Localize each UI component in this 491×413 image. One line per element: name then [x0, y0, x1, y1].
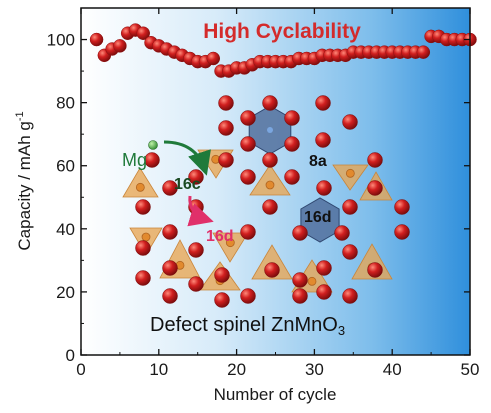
tetrahedral-site — [249, 164, 291, 196]
oxygen-atom — [264, 262, 280, 278]
oxygen-atom — [342, 114, 358, 130]
structure-caption: Defect spinel ZnMnO3 — [150, 314, 345, 338]
oxygen-atom — [214, 267, 230, 283]
oxygen-atom — [342, 199, 358, 215]
x-tick-label: 40 — [383, 360, 402, 379]
oxygen-atom — [218, 152, 234, 168]
y-tick-label: 60 — [56, 157, 75, 176]
x-tick-label: 0 — [76, 360, 85, 379]
oxygen-atom — [316, 260, 332, 276]
y-axis-title-main: Capacity / mAh g — [15, 121, 34, 250]
oxygen-atom — [342, 244, 358, 260]
oxygen-atom — [240, 288, 256, 304]
tetrahedral-site — [122, 167, 159, 198]
x-tick-label: 50 — [461, 360, 480, 379]
oxygen-atom — [367, 180, 383, 196]
data-points — [89, 23, 477, 78]
x-tick-label: 10 — [149, 360, 168, 379]
oxygen-atom — [240, 169, 256, 185]
oxygen-atom — [240, 136, 256, 152]
oxygen-atom — [144, 152, 160, 168]
oxygen-atom — [284, 169, 300, 185]
headline-annotation: High Cyclability — [203, 20, 361, 43]
oxygen-atom — [292, 288, 308, 304]
oxygen-atom — [218, 95, 234, 111]
oxygen-atom — [342, 288, 358, 304]
y-tick-label: 80 — [56, 94, 75, 113]
oxygen-atom — [367, 262, 383, 278]
y-tick-label: 20 — [56, 283, 75, 302]
oxygen-atom — [188, 242, 204, 258]
oxygen-atom — [315, 95, 331, 111]
oxygen-atom — [284, 110, 300, 126]
y-axis-title: Capacity / mAh g-1 — [14, 111, 34, 250]
zn-site-marker — [141, 232, 151, 242]
y-axis-title-superscript: -1 — [14, 111, 26, 121]
oxygen-atom — [316, 284, 332, 300]
oxygen-atom — [162, 288, 178, 304]
oxygen-atom — [162, 224, 178, 240]
oxygen-atom — [135, 270, 151, 286]
oxygen-atom — [292, 272, 308, 288]
structure-caption-main: Defect spinel ZnMnO — [150, 314, 338, 336]
x-axis-title: Number of cycle — [214, 385, 337, 404]
tetrahedral-site — [251, 244, 293, 280]
zn-site-marker — [345, 168, 355, 178]
structure-caption-subscript: 3 — [338, 323, 345, 338]
mg-atom — [148, 140, 158, 150]
x-tick-label: 20 — [227, 360, 246, 379]
oxygen-atom — [162, 260, 178, 276]
oxygen-atom — [315, 132, 331, 148]
oxygen-atom — [135, 240, 151, 256]
oxygen-atom — [262, 152, 278, 168]
data-point — [416, 45, 431, 59]
mg-label: Mg — [122, 150, 147, 170]
oxygen-atom — [394, 224, 410, 240]
data-point — [206, 51, 221, 66]
oxygen-atom — [188, 276, 204, 292]
oxygen-atom — [262, 95, 278, 111]
oxygen-atom — [394, 199, 410, 215]
site-16d-arrow-label: 16d — [206, 228, 234, 245]
oxygen-atom — [334, 225, 350, 241]
oxygen-atom — [240, 224, 256, 240]
data-point — [89, 32, 104, 47]
y-tick-label: 100 — [47, 31, 75, 50]
migration-arrow — [187, 195, 214, 227]
zn-site-marker — [225, 238, 235, 248]
data-point — [136, 26, 150, 40]
zn-site-marker — [307, 276, 317, 286]
zn-site-marker — [265, 180, 275, 190]
site-8a-label: 8a — [309, 153, 327, 170]
oxygen-atom — [292, 225, 308, 241]
oxygen-atom — [240, 110, 256, 126]
mg-arrow — [163, 140, 211, 176]
oxygen-atom — [162, 180, 178, 196]
oxygen-atom — [214, 292, 230, 308]
axis-ticks: 0 10 20 30 40 50 0 20 40 60 80 100 — [47, 8, 480, 379]
oxygen-atom — [367, 152, 383, 168]
octahedral-site — [300, 197, 340, 243]
y-tick-label: 0 — [66, 346, 75, 365]
site-16d-label: 16d — [304, 209, 332, 226]
mn-site-marker — [267, 127, 273, 133]
site-16c-label: 16c — [174, 176, 201, 193]
oxygen-atom — [262, 199, 278, 215]
oxygen-atom — [284, 136, 300, 152]
tetrahedral-site — [212, 232, 249, 263]
oxygen-atom — [316, 180, 332, 196]
zn-site-marker — [135, 182, 145, 192]
oxygen-atom — [135, 199, 151, 215]
oxygen-atom — [218, 120, 234, 136]
y-tick-label: 40 — [56, 220, 75, 239]
x-tick-label: 30 — [305, 360, 324, 379]
data-point — [113, 39, 127, 53]
spinel-structure-illustration — [122, 95, 410, 308]
